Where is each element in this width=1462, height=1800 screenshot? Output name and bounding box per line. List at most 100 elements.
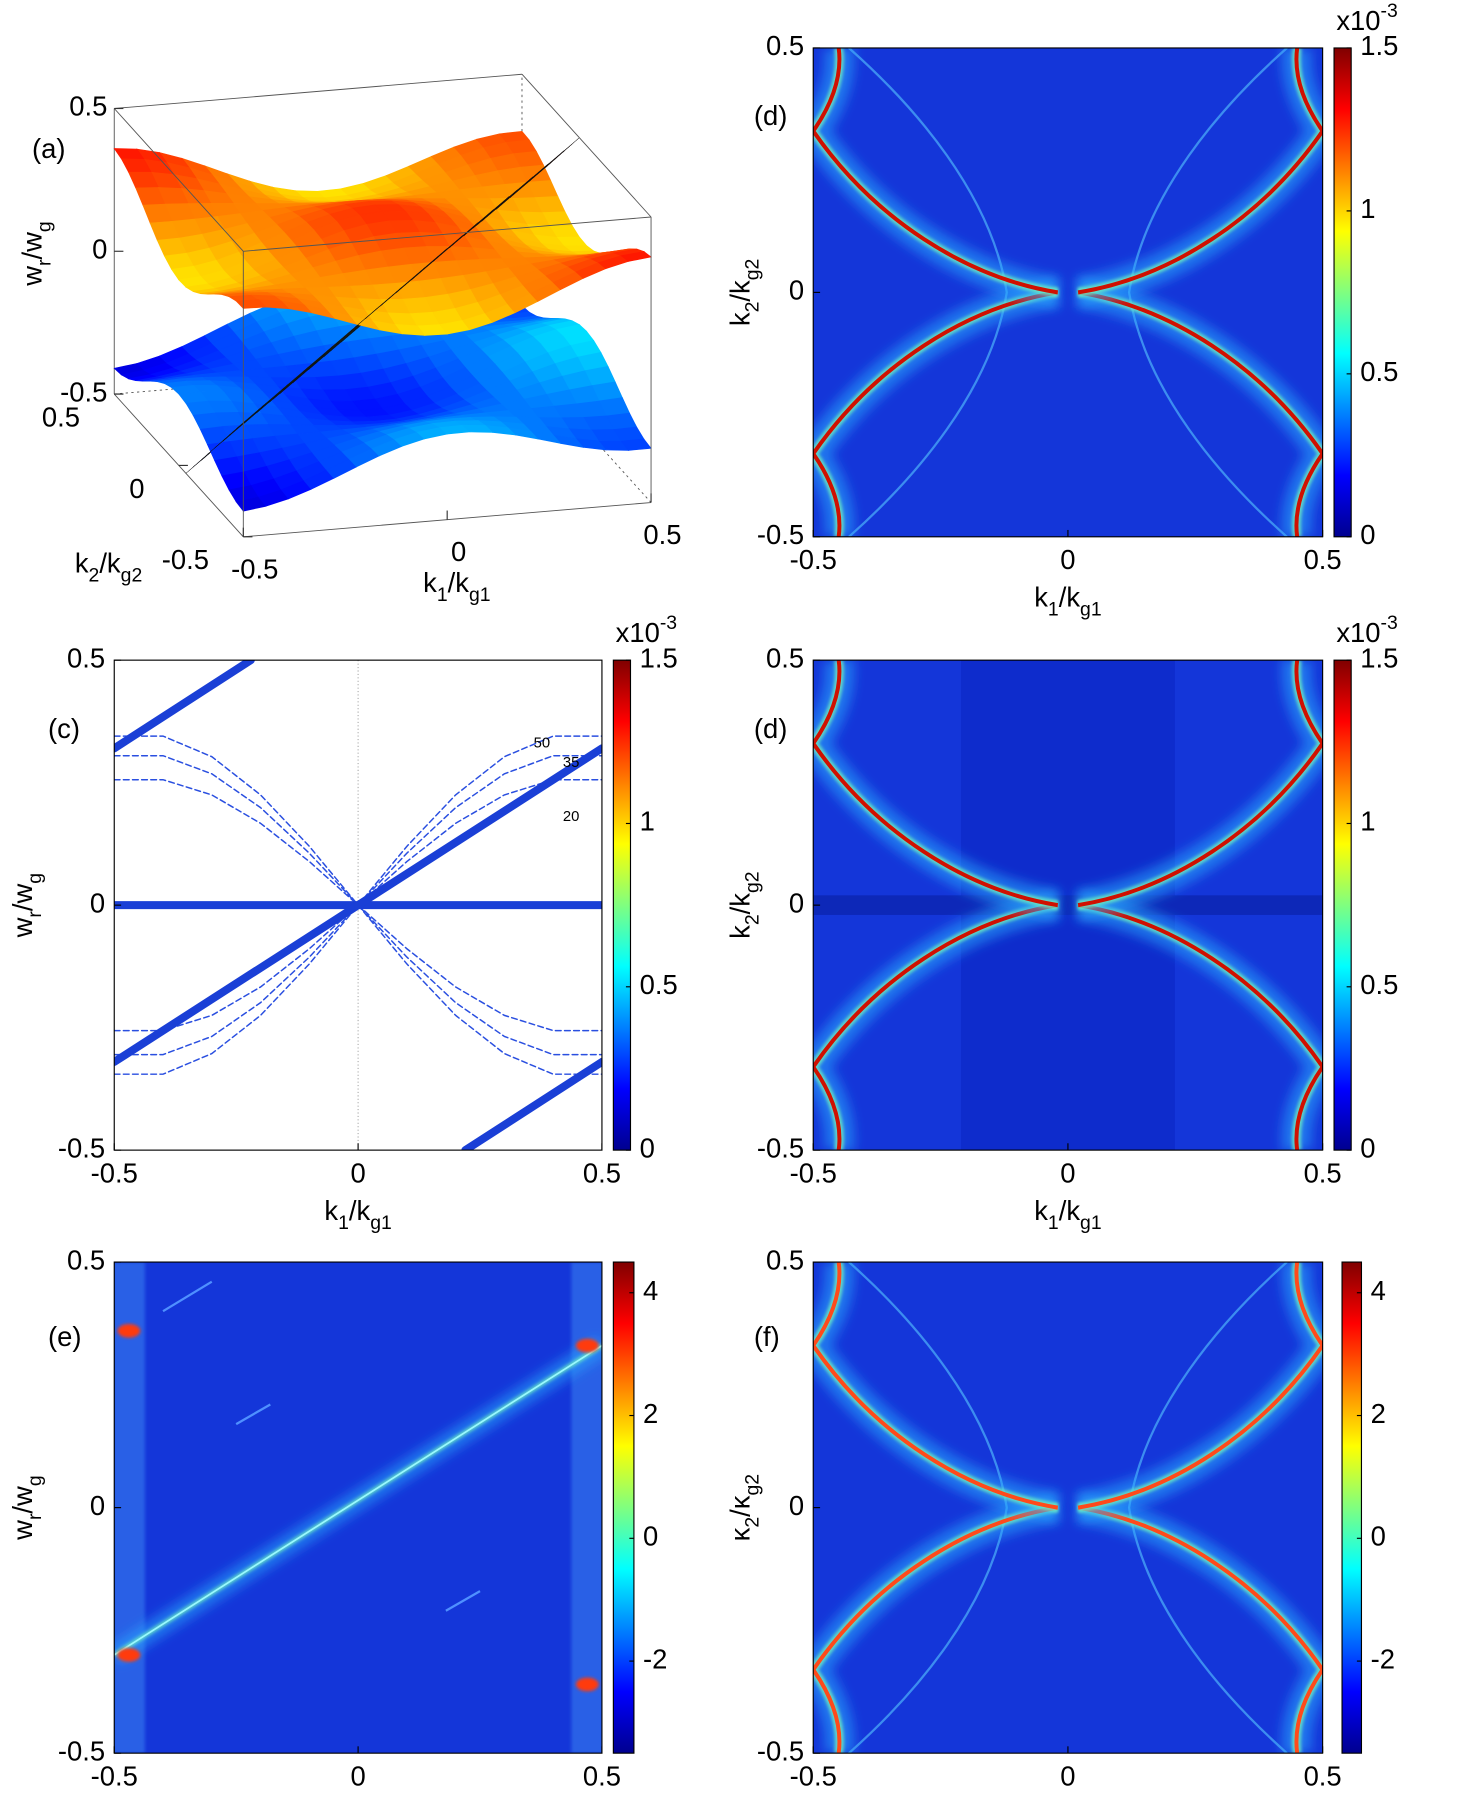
x-axis-label-part: k [1034, 582, 1048, 613]
y-axis-label-part: w [7, 1520, 38, 1541]
x-axis-label-part: 1 [338, 1212, 349, 1234]
colorbar-tick-label: 0 [643, 1521, 658, 1552]
z-axis-label-part: r [33, 259, 55, 266]
x-axis-label: k1/kg1 [324, 1798, 391, 1800]
colorbar [1333, 659, 1352, 1151]
colorbar-exponent: x10-3 [1336, 0, 1397, 36]
x-tick-label: 0.5 [583, 1157, 621, 1188]
y-tick-label: 0 [789, 275, 804, 306]
x-tick-label: -0.5 [91, 1157, 138, 1188]
y-axis-label: wr/wg [7, 873, 46, 938]
colorbar-exponent: x10-3 [1336, 612, 1397, 648]
y-axis-label-part: /κ [725, 1495, 756, 1517]
ridge [114, 1344, 602, 1656]
x-tick-label: -0.5 [790, 544, 837, 575]
panel-label: (e) [48, 1321, 82, 1352]
colorbar-exponent-part: x10 [1336, 617, 1380, 648]
y-tick-label: 0 [789, 887, 804, 918]
y-tick-label: 0.5 [67, 1244, 105, 1275]
x-axis-label-part: 1 [1048, 1212, 1059, 1234]
colorbar-tick-label: 1 [1360, 193, 1375, 224]
x-axis-label-part: 1 [1048, 599, 1059, 621]
x-tick-label: -0.5 [91, 1761, 138, 1792]
x-tick-label: 0 [1060, 544, 1075, 575]
z-axis-label-part: w [17, 266, 48, 287]
ridge [813, 290, 1059, 537]
y-axis-label-part: k [725, 925, 756, 939]
y-axis-label: κ2/κg2 [725, 1474, 764, 1541]
z-tick-label: -0.5 [60, 376, 107, 407]
y-axis-label-part: 2 [89, 564, 100, 586]
y-tick-label: 0.5 [766, 30, 804, 61]
y-tick-label: 0.5 [67, 642, 105, 673]
y-tick-label: -0.5 [757, 519, 804, 550]
colorbar [1333, 47, 1352, 538]
x-axis-label: k1/kg1 [1034, 582, 1101, 621]
colorbar-exponent-part: -3 [660, 612, 677, 634]
plot-area [813, 660, 1323, 1151]
ridge [813, 47, 1059, 295]
colorbar-tick-label: 0.5 [1360, 969, 1398, 1000]
y-axis-label-part: r [24, 1513, 46, 1520]
hot-spot [575, 1338, 599, 1353]
x-tick-label: 0.5 [1304, 1157, 1342, 1188]
plot-area [813, 47, 1323, 537]
surface-patch [620, 251, 652, 262]
y-axis-label-part: g [24, 873, 46, 884]
x-axis-label: k1/kg1 [324, 1195, 391, 1234]
x-axis-label-part: k [1034, 1798, 1048, 1800]
ridge [813, 1262, 1059, 1510]
x-axis-label-part: g1 [469, 584, 491, 606]
x-tick-label: 0 [350, 1761, 365, 1792]
ridge [1077, 47, 1323, 295]
colorbar-tick-label: 0 [1360, 519, 1375, 550]
plot-area: 50 35 20 [114, 660, 602, 1151]
ridge [1077, 1505, 1323, 1754]
surface-patch [620, 438, 652, 451]
y-axis-label-part: g2 [742, 871, 764, 893]
faint-streak [162, 1280, 481, 1612]
colorbar-tick-label: -2 [1371, 1643, 1395, 1674]
colorbar-exponent-part: -3 [1381, 0, 1398, 22]
ridge [813, 903, 1059, 1151]
colorbar-exponent: x10-3 [616, 612, 677, 648]
x-tick-label: 0.5 [643, 519, 681, 550]
panel-label: (f) [754, 1321, 780, 1352]
y-axis-label-part: 2 [742, 302, 764, 313]
colorbar-tick-label: 1 [640, 806, 655, 837]
heatmap-background [813, 1262, 1323, 1754]
x-axis-label: k1/kg1 [1034, 1798, 1101, 1800]
ridge [1077, 1262, 1323, 1510]
plane-patch [417, 248, 448, 275]
y-axis-label: wr/wg [7, 1475, 46, 1540]
x-tick-label: 0.5 [1304, 544, 1342, 575]
box-edge [114, 73, 523, 109]
annotation: 20 [563, 809, 580, 825]
x-axis-label-part: /k [349, 1798, 371, 1800]
plot-area [813, 1262, 1323, 1754]
surface-patch [461, 424, 494, 433]
x-axis-label-part: /k [448, 567, 470, 598]
x-tick-label: 0 [451, 536, 466, 567]
y-tick-label: 0 [90, 887, 105, 918]
colorbar [612, 1261, 635, 1754]
hot-spot [117, 1648, 141, 1662]
data-band [114, 744, 602, 1066]
ridge [813, 660, 1059, 908]
x-tick-label: 0.5 [583, 1761, 621, 1792]
colorbar-tick-label: 2 [1371, 1398, 1386, 1429]
colorbar-tick-label: 0 [640, 1132, 655, 1163]
x-axis-label-part: /k [349, 1195, 371, 1226]
panel-label: (c) [48, 713, 80, 744]
colorbar-tick-label: 1.5 [1360, 30, 1398, 61]
y-tick-label: 0 [789, 1490, 804, 1521]
x-axis-label-part: k [1034, 1195, 1048, 1226]
y-axis-label-part: k [725, 312, 756, 326]
x-tick-label: -0.5 [790, 1157, 837, 1188]
y-axis-label-part: r [24, 911, 46, 918]
y-axis-label-part: g [24, 1475, 46, 1486]
hot-spot [575, 1677, 599, 1692]
y-axis-label-part: /k [725, 893, 756, 915]
x-axis-label-part: k [324, 1195, 338, 1226]
